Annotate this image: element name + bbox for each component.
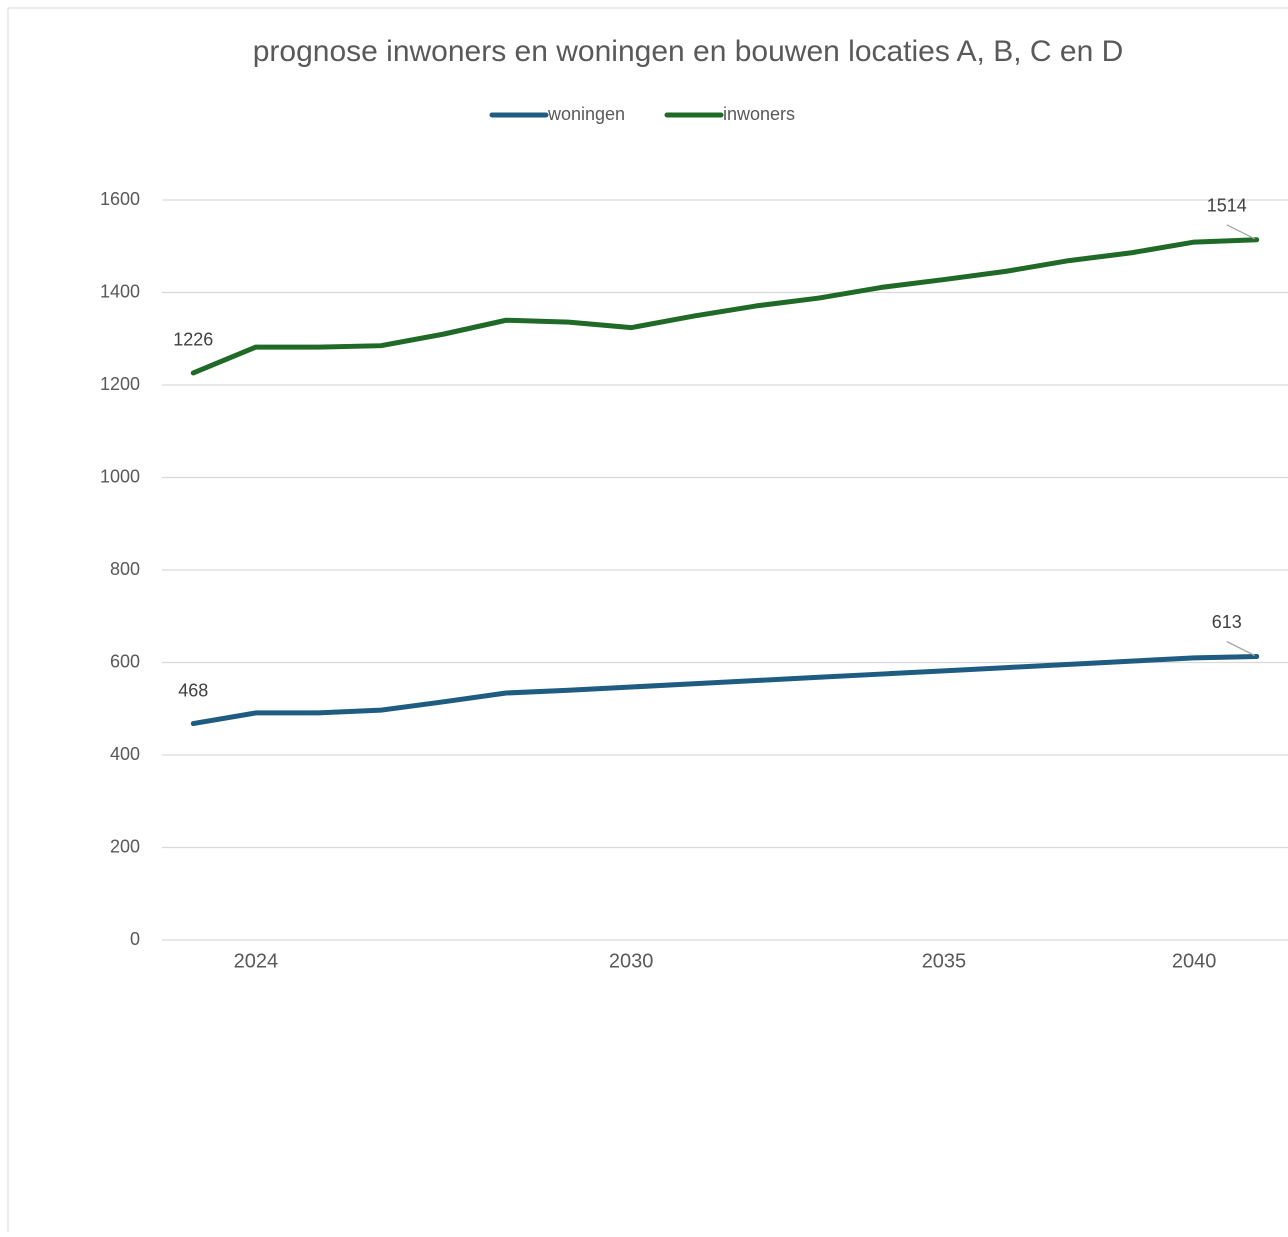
data-label: 468 xyxy=(178,680,208,700)
x-tick-label: 2040 xyxy=(1172,950,1217,972)
y-tick-label: 200 xyxy=(110,836,140,856)
y-tick-label: 1600 xyxy=(100,189,140,209)
x-tick-label: 2035 xyxy=(922,950,967,972)
chart-frame xyxy=(7,7,1288,1237)
series-line xyxy=(190,237,1260,376)
leader-line xyxy=(1226,640,1256,657)
x-tick-label: 2024 xyxy=(234,950,279,972)
y-tick-label: 1400 xyxy=(100,281,140,301)
data-label: 613 xyxy=(1212,612,1242,632)
series-line xyxy=(190,653,1260,727)
y-tick-label: 0 xyxy=(130,929,140,949)
data-label: 1226 xyxy=(173,330,213,350)
legend-label: woningen xyxy=(547,104,625,124)
data-label: 1514 xyxy=(1207,196,1247,216)
y-tick-label: 400 xyxy=(110,744,140,764)
y-tick-label: 1200 xyxy=(100,374,140,394)
leader-line xyxy=(1226,224,1256,240)
y-tick-label: 1000 xyxy=(100,466,140,486)
chart-title: prognose inwoners en woningen en bouwen … xyxy=(253,35,1124,68)
legend-label: inwoners xyxy=(723,104,795,124)
x-tick-label: 2030 xyxy=(609,950,654,972)
y-tick-label: 800 xyxy=(110,559,140,579)
y-tick-label: 600 xyxy=(110,651,140,671)
